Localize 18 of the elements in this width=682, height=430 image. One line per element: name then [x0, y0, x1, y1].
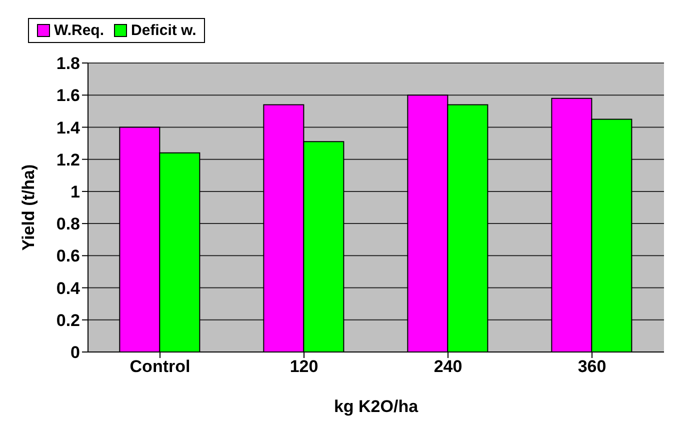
y-tick-label: 1.8 [56, 54, 80, 74]
x-axis-title: kg K2O/ha [334, 397, 419, 416]
y-tick-label: 1 [70, 182, 80, 202]
legend-label: W.Req. [53, 22, 104, 39]
y-tick-label: 1.6 [56, 86, 80, 106]
y-tick-label: 0.8 [56, 214, 80, 234]
x-tick-label: 240 [434, 357, 462, 376]
x-tick-label: 360 [578, 357, 606, 376]
y-tick-label: 0.2 [56, 310, 80, 330]
y-tick-label: 0.4 [56, 278, 81, 298]
x-tick-label: 120 [290, 357, 318, 376]
y-axis-title: Yield (t/ha) [19, 164, 38, 251]
y-tick-label: 1.2 [56, 150, 80, 170]
y-tick-label: 0 [70, 343, 80, 362]
legend-label: Deficit w. [130, 22, 196, 39]
y-tick-label: 0.6 [56, 246, 80, 266]
x-tick-label: Control [130, 357, 190, 376]
y-tick-label: 1.4 [56, 118, 81, 138]
